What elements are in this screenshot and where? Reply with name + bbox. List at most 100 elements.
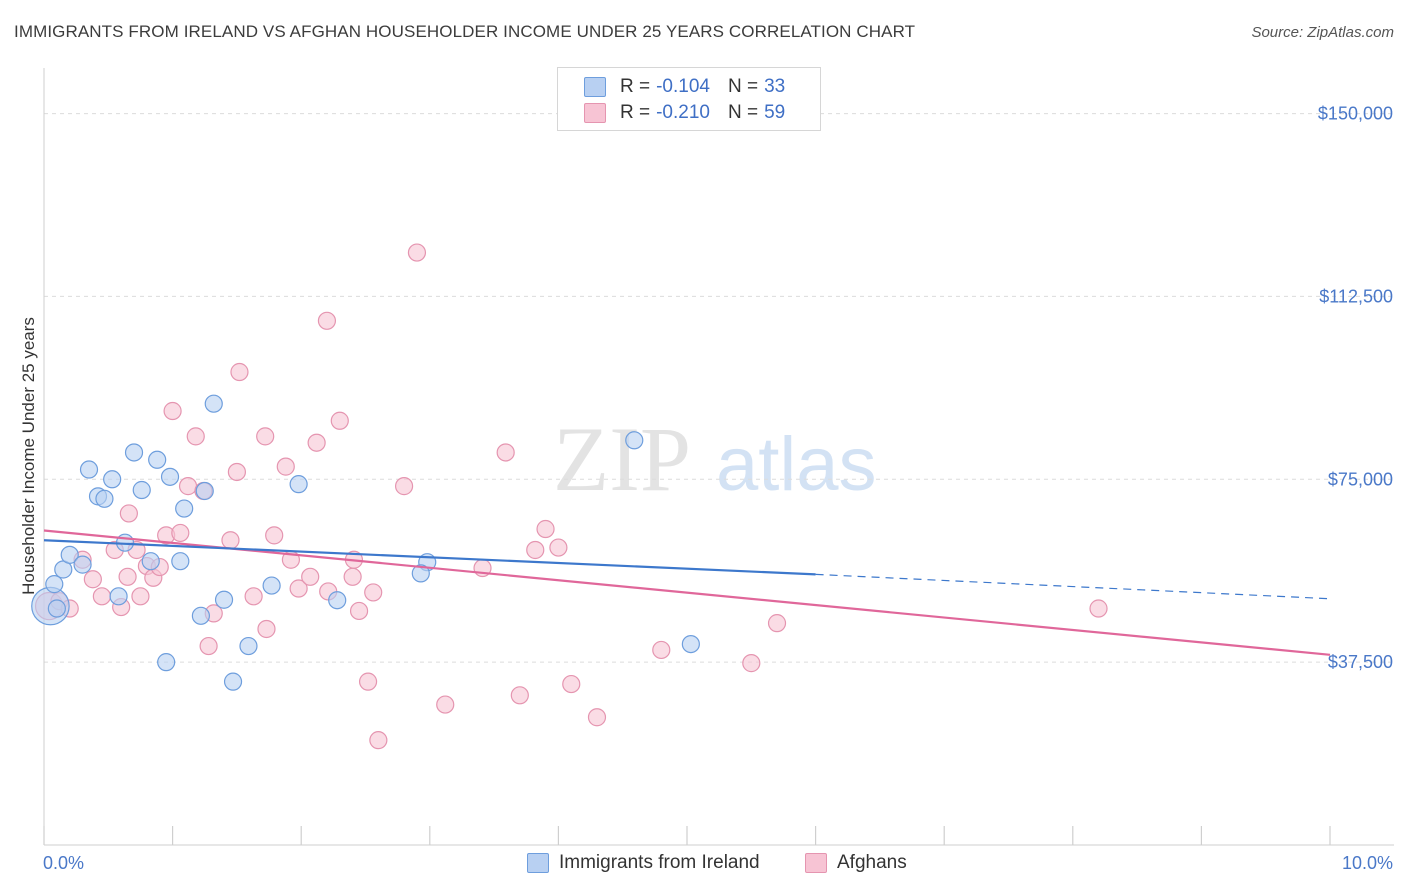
n-value: 33 [764,76,786,97]
ireland-point [124,443,144,462]
afghans-point [343,567,362,586]
ireland-point [73,555,92,574]
ireland-point [60,545,79,564]
afghans-point [436,695,455,714]
afghans-point [330,411,349,430]
ireland-point [171,552,190,571]
ireland-swatch [584,77,606,97]
legend-row-ireland: R = -0.104 N = 33 [584,75,785,99]
ireland-point [411,564,430,583]
afghans-point [742,654,761,673]
watermark-atlas: atlas [716,422,877,507]
ireland-point [79,460,99,479]
ireland-point [47,599,66,618]
afghans-point [549,538,568,557]
afghans-point [244,587,263,606]
grid-lines [44,113,1394,663]
r-value: -0.104 [656,76,710,97]
watermark-zip: ZIP [553,408,691,510]
ireland-point [157,653,176,672]
afghans-point [301,567,320,586]
afghans-point [358,672,378,691]
legend-label-ireland: Immigrants from Ireland [559,852,760,873]
ireland-point [328,591,347,610]
legend-item-ireland[interactable]: Immigrants from Ireland [527,852,760,874]
r-value: -0.210 [656,102,710,123]
afghans-point [257,619,276,639]
ireland-point [195,481,214,501]
n-value: 59 [764,102,786,123]
afghans-point [407,243,427,262]
afghans-point [1089,599,1108,618]
legend-item-afghans[interactable]: Afghans [805,852,907,874]
source-label: Source: ZipAtlas.com [1251,24,1394,41]
afghans-point [536,519,555,539]
afghans-swatch [584,103,606,123]
afghans-point [562,674,581,694]
y-tick-label: $112,500 [1319,286,1393,306]
ireland-point [681,635,700,654]
ireland-point [45,575,64,594]
afghans-point [171,523,190,543]
ireland-point [289,475,308,494]
afghans-point [221,531,240,550]
afghans-point [526,540,545,560]
x-tick-label-max: 10.0% [1342,853,1393,873]
ireland-point [141,552,160,571]
correlation-legend: R = -0.104 N = 33 R = -0.210 N = 59 [557,67,821,131]
ireland-point [625,431,644,450]
y-tick-labels: $37,500 $75,000 $112,500 $150,000 [1318,104,1393,673]
afghans-point [364,583,383,602]
ireland-point [160,467,180,486]
afghans-point [496,443,515,462]
afghans-point [317,311,337,330]
afghans-point [163,401,182,421]
series-legend: Immigrants from Ireland Afghans [0,852,1406,878]
ireland-point [262,576,281,595]
afghans-point [119,504,138,523]
ireland-point [175,499,194,518]
y-tick-label: $37,500 [1328,652,1393,672]
afghans-point [307,433,326,452]
y-tick-label: $150,000 [1318,104,1393,124]
afghans-point [256,427,275,446]
r-label: R = [620,102,651,123]
afghans-point [92,587,111,606]
afghans-point [652,640,671,660]
ireland-point [214,590,234,609]
afghans-point [186,427,205,446]
x-tick-labels: 0.0% 10.0% [43,853,1393,873]
afghans-point [83,570,102,589]
ireland-points [31,394,700,691]
y-axis-label: Householder Income Under 25 years [19,317,38,595]
ireland-point [204,394,223,413]
afghans-point [394,477,414,496]
ireland-swatch [527,853,549,873]
afghans-point [265,526,284,545]
afghans-point [227,462,246,482]
ireland-trend-extension [815,573,1331,600]
ireland-point [191,606,210,625]
ireland-point [239,636,258,656]
r-label: R = [620,76,651,97]
ireland-point [109,587,128,606]
legend-label-afghans: Afghans [837,852,907,873]
afghans-point [199,636,218,656]
x-tick-label-min: 0.0% [43,853,84,873]
n-label: N = [727,76,759,97]
ireland-point [223,672,243,691]
ireland-trend-line [43,539,816,576]
ireland-point [148,450,167,469]
watermark: ZIP atlas [553,408,877,510]
afghans-point [178,477,198,496]
afghans-trend-line [43,529,1331,656]
afghans-point [289,579,308,598]
ireland-point [95,489,114,508]
afghans-point [767,614,787,633]
afghans-swatch [805,853,827,873]
afghans-point [587,708,607,727]
legend-row-afghans: R = -0.210 N = 59 [584,101,785,125]
afghans-point [118,567,137,586]
axes [43,68,1394,846]
